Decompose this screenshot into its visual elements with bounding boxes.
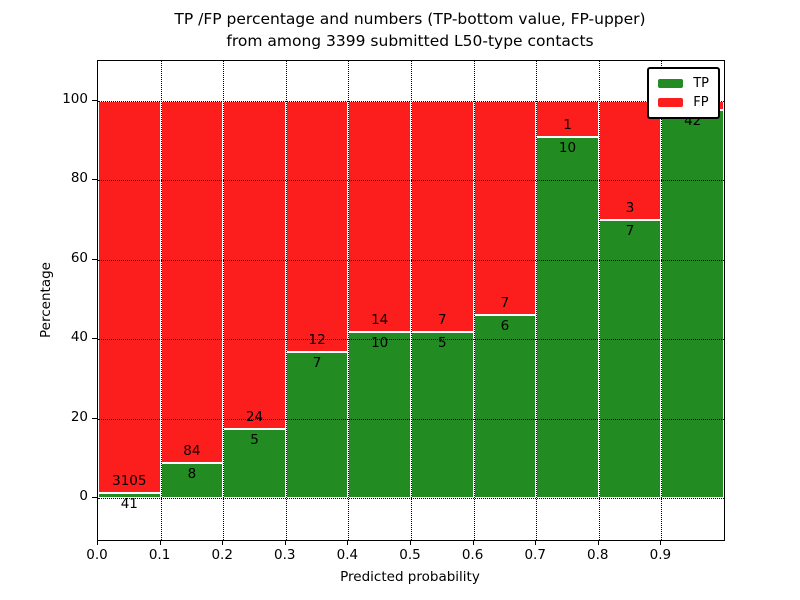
vertical-gridline <box>223 61 225 540</box>
fp-count-label: 24 <box>245 409 264 426</box>
fp-bar-segment <box>98 100 161 493</box>
y-tick-label: 60 <box>70 249 88 266</box>
tp-count-label: 7 <box>312 354 322 371</box>
y-axis-label: Percentage <box>38 262 54 338</box>
tp-count-label: 5 <box>438 335 447 352</box>
fp-bar-segment <box>536 100 599 137</box>
fp-count-label: 7 <box>500 294 510 311</box>
x-tick-label: 0.3 <box>274 547 296 563</box>
legend-label-fp: FP <box>693 95 709 110</box>
x-tick-label: 0.6 <box>461 547 484 563</box>
vertical-gridline <box>536 61 538 540</box>
tp-count-label: 6 <box>500 317 510 334</box>
tp-bar-segment <box>285 351 349 498</box>
fp-bar-segment <box>473 100 537 315</box>
y-tick-label: 100 <box>62 90 88 107</box>
fp-bar-segment <box>411 100 474 333</box>
vertical-gridline <box>598 61 600 540</box>
y-tick-mark <box>92 497 97 498</box>
fp-bar-segment <box>598 100 662 220</box>
y-tick-label: 80 <box>70 170 88 186</box>
x-tick-label: 0.5 <box>399 547 421 563</box>
y-tick-label: 0 <box>79 488 88 504</box>
tp-bar-segment <box>223 429 286 498</box>
vertical-gridline <box>348 61 350 540</box>
x-tick-label: 0.7 <box>524 547 546 563</box>
y-tick-mark <box>92 417 97 419</box>
fp-count-label: 14 <box>371 312 389 329</box>
legend-swatch-tp-icon <box>658 79 684 88</box>
x-tick-mark <box>472 540 474 545</box>
tp-bar-segment <box>411 332 474 498</box>
vertical-gridline <box>285 61 287 540</box>
tp-bar-segment <box>160 463 224 498</box>
tp-count-label: 41 <box>120 495 138 512</box>
legend-row: TP <box>658 74 709 93</box>
fp-bar-segment <box>285 100 349 352</box>
legend: TP FP <box>647 67 720 119</box>
x-tick-label: 0.2 <box>211 547 233 563</box>
tp-bar-segment <box>348 332 411 498</box>
vertical-gridline <box>473 61 475 540</box>
tp-count-label: 10 <box>371 335 389 352</box>
tp-count-label: 5 <box>250 432 259 449</box>
x-tick-label: 0.9 <box>649 547 672 563</box>
tp-count-label: 8 <box>187 466 197 483</box>
vertical-gridline <box>661 61 663 540</box>
fp-bar-segment <box>223 100 286 430</box>
fp-bar-segment <box>160 100 224 464</box>
chart-title: TP /FP percentage and numbers (TP-bottom… <box>97 8 723 52</box>
vertical-gridline <box>411 61 412 540</box>
fp-bar-segment <box>348 100 411 333</box>
y-tick-label: 40 <box>70 329 88 345</box>
x-tick-mark <box>347 540 349 545</box>
x-tick-mark <box>410 540 411 545</box>
y-tick-mark <box>92 99 97 101</box>
legend-row: FP <box>658 93 709 112</box>
x-tick-mark <box>660 540 662 545</box>
x-tick-mark <box>97 540 98 545</box>
x-tick-mark <box>159 540 161 545</box>
x-tick-label: 0.0 <box>86 547 108 563</box>
x-tick-label: 0.1 <box>148 547 171 563</box>
tp-count-label: 10 <box>558 139 577 156</box>
fp-count-label: 7 <box>438 312 447 329</box>
x-tick-mark <box>284 540 286 545</box>
y-tick-mark <box>92 338 97 339</box>
fp-count-label: 3 <box>625 199 635 216</box>
tp-bar-segment <box>598 219 662 498</box>
chart-title-line2: from among 3399 submitted L50-type conta… <box>226 32 594 50</box>
fp-count-label: 84 <box>183 443 201 460</box>
tp-bar-segment <box>536 136 599 498</box>
tp-bar-segment <box>661 109 724 498</box>
x-tick-mark <box>222 540 224 545</box>
tp-count-label: 7 <box>625 222 635 239</box>
y-tick-label: 20 <box>70 408 88 425</box>
tp-bar-segment <box>473 314 537 498</box>
x-tick-mark <box>535 540 537 545</box>
x-tick-label: 0.4 <box>336 547 359 563</box>
chart-title-line1: TP /FP percentage and numbers (TP-bottom… <box>174 10 646 28</box>
tp-bar-segment <box>98 492 161 498</box>
legend-label-tp: TP <box>693 76 709 91</box>
fp-count-label: 1 <box>563 116 572 133</box>
x-axis-label: Predicted probability <box>340 569 480 585</box>
fp-count-label: 3105 <box>112 472 147 489</box>
y-tick-mark <box>92 258 97 260</box>
plot-area: 3105 41 84 8 24 5 12 7 14 10 7 5 7 6 1 10 3 7 42 TP FP <box>97 60 725 541</box>
x-tick-label: 0.8 <box>587 547 609 563</box>
y-tick-mark <box>92 179 97 180</box>
x-tick-mark <box>597 540 599 545</box>
fp-count-label: 12 <box>308 331 326 348</box>
vertical-gridline <box>160 61 162 540</box>
legend-swatch-fp-icon <box>658 98 684 107</box>
